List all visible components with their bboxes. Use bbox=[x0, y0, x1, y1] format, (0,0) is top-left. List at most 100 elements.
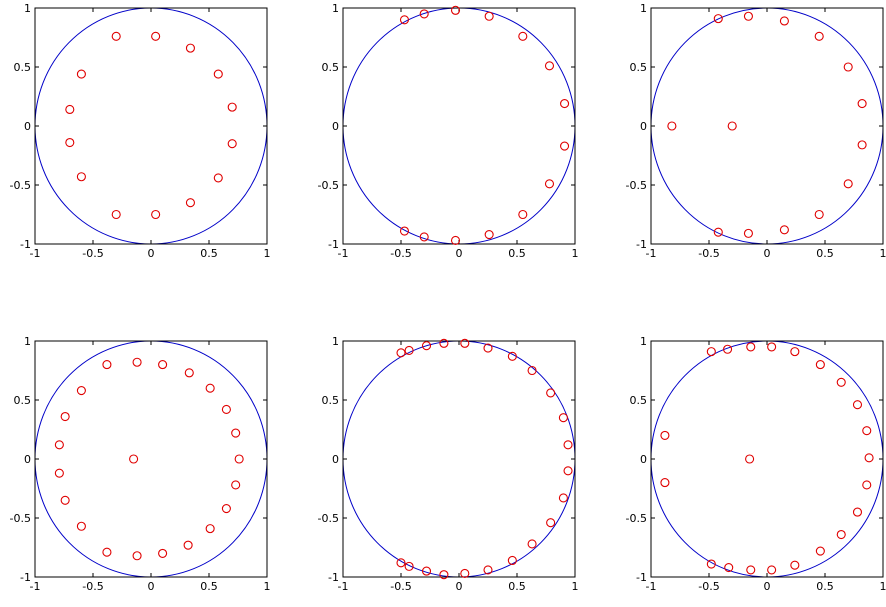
data-point bbox=[185, 43, 195, 53]
x-tick-label: -1 bbox=[338, 580, 349, 593]
x-tick-label: 1 bbox=[264, 247, 271, 260]
data-point bbox=[563, 440, 573, 450]
x-tick-label: 0 bbox=[148, 580, 155, 593]
data-point bbox=[746, 342, 756, 352]
subplot-1: -1 -0.5 0 0.5 1 -1 -0.5 0 0.5 1 bbox=[10, 2, 271, 260]
subplot-2: -1 -0.5 0 0.5 1 -1 -0.5 0 0.5 1 bbox=[318, 2, 579, 260]
data-point bbox=[546, 518, 556, 528]
data-point bbox=[767, 342, 777, 352]
axes-frame bbox=[650, 340, 884, 578]
data-point bbox=[660, 478, 670, 488]
x-tick-label: -1 bbox=[646, 580, 657, 593]
data-point bbox=[706, 347, 716, 357]
data-point bbox=[558, 413, 568, 423]
data-point bbox=[450, 5, 461, 15]
x-tick-label: -0.5 bbox=[82, 580, 103, 593]
data-point bbox=[205, 383, 215, 393]
axes-frame bbox=[650, 7, 884, 245]
data-point bbox=[527, 365, 537, 376]
y-tick-label: -1 bbox=[328, 571, 339, 584]
data-point bbox=[507, 351, 517, 361]
data-point bbox=[713, 14, 723, 24]
y-tick-label: 1 bbox=[332, 335, 339, 348]
data-point bbox=[723, 344, 733, 354]
x-tick-label: -1 bbox=[646, 247, 657, 260]
subplot-3: -1 -0.5 0 0.5 1 -1 -0.5 0 0.5 1 bbox=[626, 2, 886, 260]
data-point bbox=[111, 31, 121, 41]
x-tick-label: 0 bbox=[148, 247, 155, 260]
data-point bbox=[815, 546, 825, 556]
data-point bbox=[54, 468, 64, 478]
data-point bbox=[234, 454, 244, 464]
data-point bbox=[76, 172, 86, 182]
y-tick-label: 1 bbox=[24, 335, 31, 348]
x-tick-label: 0 bbox=[456, 247, 463, 260]
data-point bbox=[60, 495, 70, 505]
data-point bbox=[507, 555, 517, 566]
y-tick-label: 0.5 bbox=[322, 394, 340, 407]
y-tick-label: 0 bbox=[640, 120, 647, 133]
data-point bbox=[231, 480, 241, 490]
data-point bbox=[790, 560, 800, 570]
data-point bbox=[767, 565, 777, 575]
x-tick-label: 0.5 bbox=[508, 247, 526, 260]
data-point bbox=[151, 209, 161, 220]
x-tick-label: -0.5 bbox=[698, 580, 719, 593]
data-point bbox=[183, 540, 193, 550]
data-point bbox=[132, 551, 142, 561]
subplot-6: -1 -0.5 0 0.5 1 -1 -0.5 0 0.5 1 bbox=[626, 335, 886, 593]
x-tick-label: 1 bbox=[880, 247, 886, 260]
data-point bbox=[419, 9, 429, 19]
data-point bbox=[546, 388, 556, 398]
y-tick-label: 0 bbox=[24, 453, 31, 466]
subplot-4: -1 -0.5 0 0.5 1 -1 -0.5 0 0.5 1 bbox=[10, 335, 271, 593]
data-point bbox=[484, 230, 494, 240]
data-point bbox=[852, 400, 863, 410]
x-tick-label: 0.5 bbox=[200, 580, 218, 593]
data-point bbox=[102, 547, 112, 557]
data-point bbox=[184, 368, 194, 378]
data-point bbox=[857, 99, 867, 109]
x-tick-label: 1 bbox=[264, 580, 271, 593]
y-tick-label: -0.5 bbox=[10, 179, 31, 192]
data-point bbox=[221, 504, 231, 514]
x-tick-label: 0 bbox=[456, 580, 463, 593]
data-point bbox=[227, 102, 237, 112]
subplot-5: -1 -0.5 0 0.5 1 -1 -0.5 0 0.5 1 bbox=[318, 335, 579, 593]
x-tick-label: -1 bbox=[30, 247, 41, 260]
y-tick-label: 0 bbox=[24, 120, 31, 133]
data-point bbox=[836, 377, 846, 387]
data-point bbox=[205, 524, 215, 534]
x-tick-label: 0.5 bbox=[816, 247, 834, 260]
data-point bbox=[518, 209, 528, 220]
x-tick-label: 0 bbox=[764, 580, 771, 593]
y-tick-label: -0.5 bbox=[10, 512, 31, 525]
data-point bbox=[852, 507, 863, 517]
x-tick-label: 1 bbox=[572, 247, 579, 260]
y-tick-label: 0 bbox=[332, 120, 339, 133]
x-tick-label: -0.5 bbox=[390, 580, 411, 593]
y-tick-label: 0 bbox=[332, 453, 339, 466]
data-point bbox=[213, 69, 223, 79]
data-point bbox=[713, 227, 723, 237]
y-tick-label: 0.5 bbox=[14, 61, 32, 74]
data-point bbox=[460, 568, 470, 579]
data-point bbox=[862, 426, 872, 436]
data-point bbox=[836, 529, 846, 540]
data-point bbox=[706, 559, 716, 569]
y-tick-label: 0.5 bbox=[322, 61, 340, 74]
unit-circle bbox=[650, 340, 884, 578]
x-tick-label: -0.5 bbox=[82, 247, 103, 260]
y-tick-label: -0.5 bbox=[318, 512, 339, 525]
data-point bbox=[111, 209, 121, 220]
y-tick-label: -0.5 bbox=[318, 179, 339, 192]
axes-frame bbox=[342, 7, 576, 245]
data-point bbox=[460, 338, 470, 348]
data-point bbox=[518, 31, 528, 41]
data-point bbox=[185, 198, 195, 208]
data-point bbox=[221, 404, 231, 414]
data-point bbox=[421, 566, 432, 576]
data-point bbox=[439, 338, 449, 348]
x-tick-label: 1 bbox=[880, 580, 886, 593]
data-point bbox=[227, 139, 237, 149]
